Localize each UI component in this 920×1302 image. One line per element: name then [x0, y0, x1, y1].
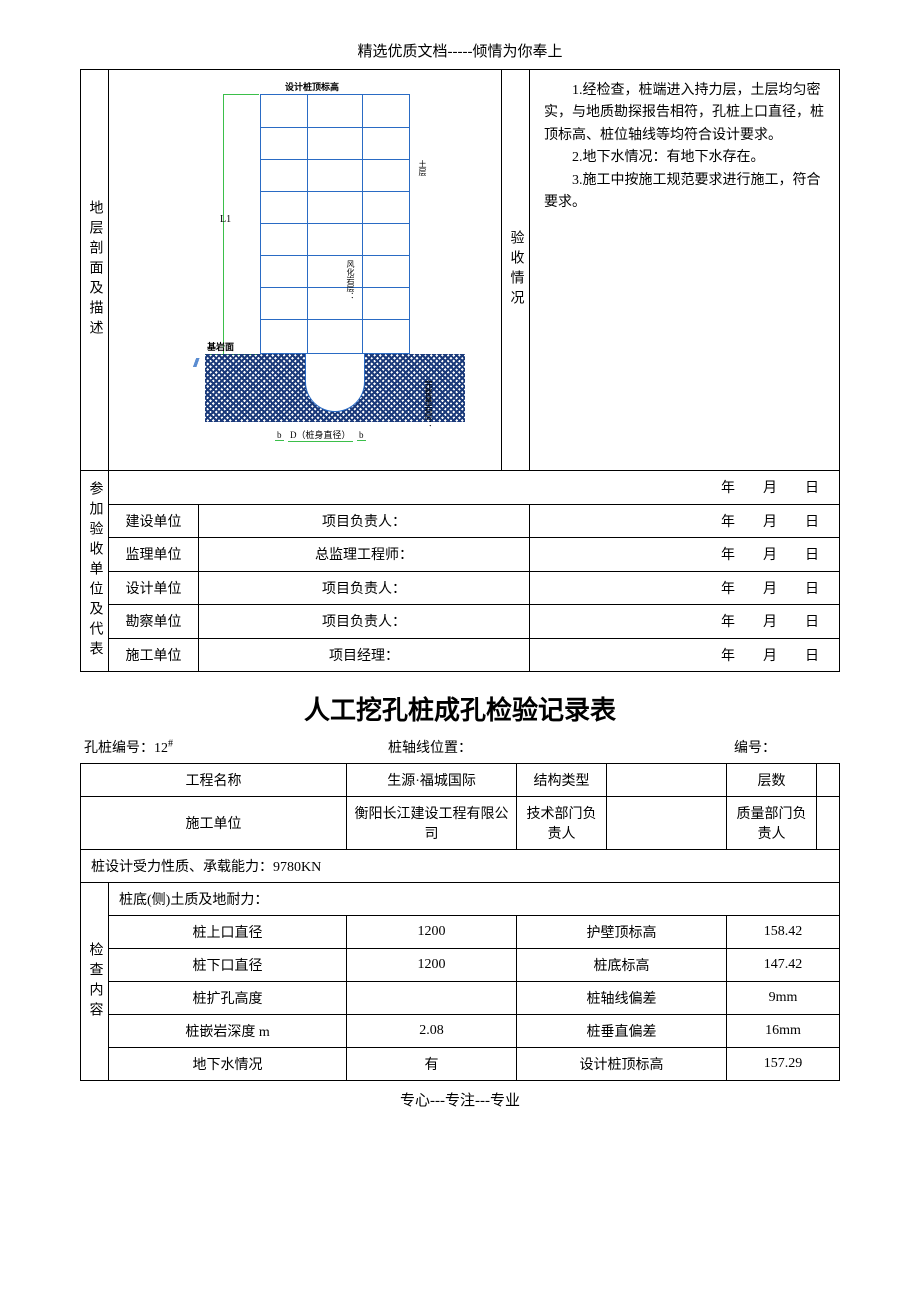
check-l2: 桩底标高 — [517, 949, 727, 982]
profile-inspection-table: 地层剖面及描述 设计桩顶标高 L1 — [80, 69, 840, 672]
check-l1: 桩嵌岩深度 m — [109, 1015, 347, 1048]
unit-date: 年 月 日 — [530, 538, 840, 572]
check-l2: 桩垂直偏差 — [517, 1015, 727, 1048]
unit-row: 监理单位 总监理工程师： 年 月 日 — [81, 538, 840, 572]
check-v2: 158.42 — [727, 916, 840, 949]
check-l2: 护壁顶标高 — [517, 916, 727, 949]
check-v1: 有 — [347, 1048, 517, 1081]
unit-date: 年 月 日 — [530, 638, 840, 672]
check-l1: 桩上口直径 — [109, 916, 347, 949]
tech-value — [607, 797, 727, 850]
contractor-label: 施工单位 — [81, 797, 347, 850]
dim-L: L1 — [223, 94, 237, 354]
diagram-top-label: 设计桩顶标高 — [285, 80, 339, 93]
check-v1: 2.08 — [347, 1015, 517, 1048]
pile-number: 孔桩编号：12# — [84, 737, 315, 757]
design-capacity: 桩设计受力性质、承载能力：9780KN — [81, 850, 840, 883]
qa-label: 质量部门负责人 — [727, 797, 817, 850]
contractor-value: 衡阳长江建设工程有限公司 — [347, 797, 517, 850]
unit-name: 勘察单位 — [109, 605, 199, 639]
pile-socket — [305, 354, 365, 412]
page-header: 精选优质文档-----倾情为你奉上 — [80, 40, 840, 61]
floors-label: 层数 — [727, 764, 817, 797]
check-l2: 设计桩顶标高 — [517, 1048, 727, 1081]
unit-date: 年 月 日 — [530, 571, 840, 605]
record-subline: 孔桩编号：12# 桩轴线位置： 编号： — [80, 737, 840, 757]
check-v1 — [347, 982, 517, 1015]
check-row: 桩上口直径 1200 护壁顶标高 158.42 — [81, 916, 840, 949]
check-l2: 桩轴线偏差 — [517, 982, 727, 1015]
qa-value — [817, 797, 840, 850]
ground-hatching: //// — [193, 356, 197, 372]
check-v2: 9mm — [727, 982, 840, 1015]
check-l1: 地下水情况 — [109, 1048, 347, 1081]
bottom-dimension: b D（桩身直径） b — [275, 428, 366, 442]
insp-line-2: 2.地下水情况：有地下水存在。 — [544, 147, 825, 169]
inspection-text: 1.经检查，桩端进入持力层，土层均匀密实，与地质勘探报告相符，孔桩上口直径，桩顶… — [530, 70, 840, 471]
record-code: 编号： — [545, 737, 836, 757]
check-row: 桩嵌岩深度 m 2.08 桩垂直偏差 16mm — [81, 1015, 840, 1048]
soil-bearing: 桩底(侧)土质及地耐力： — [109, 883, 840, 916]
bedrock-surface-label: 基岩面 — [207, 340, 234, 353]
unit-role: 项目负责人： — [199, 571, 530, 605]
check-v2: 157.29 — [727, 1048, 840, 1081]
weathered-rock-label: 风化岩层： — [345, 260, 356, 300]
diagram-cell: 设计桩顶标高 L1 土层 风化岩层： — [109, 70, 502, 471]
check-v2: 16mm — [727, 1015, 840, 1048]
unit-name: 建设单位 — [109, 504, 199, 538]
axis-position: 桩轴线位置： — [315, 737, 546, 757]
soil-label: 土层 — [417, 160, 428, 176]
check-l1: 桩下口直径 — [109, 949, 347, 982]
unit-date: 年 月 日 — [530, 605, 840, 639]
unit-role: 项目负责人： — [199, 605, 530, 639]
check-v2: 147.42 — [727, 949, 840, 982]
unit-role: 项目负责人： — [199, 504, 530, 538]
check-row: 桩下口直径 1200 桩底标高 147.42 — [81, 949, 840, 982]
unit-name: 设计单位 — [109, 571, 199, 605]
tech-label: 技术部门负责人 — [517, 797, 607, 850]
check-v1: 1200 — [347, 916, 517, 949]
profile-label: 地层剖面及描述 — [81, 70, 109, 471]
insp-line-3: 3.施工中按施工规范要求进行施工，符合要求。 — [544, 170, 825, 215]
floors-value — [817, 764, 840, 797]
unit-row: 建设单位 项目负责人： 年 月 日 — [81, 504, 840, 538]
struct-label: 结构类型 — [517, 764, 607, 797]
check-row: 地下水情况 有 设计桩顶标高 157.29 — [81, 1048, 840, 1081]
unit-name: 施工单位 — [109, 638, 199, 672]
unit-row: 施工单位 项目经理： 年 月 日 — [81, 638, 840, 672]
unit-name: 监理单位 — [109, 538, 199, 572]
check-group-label: 检查内容 — [81, 883, 109, 1081]
check-v1: 1200 — [347, 949, 517, 982]
page-footer: 专心---专注---专业 — [80, 1089, 840, 1110]
record-table: 工程名称 生源·福城国际 结构类型 层数 施工单位 衡阳长江建设工程有限公司 技… — [80, 763, 840, 1081]
project-label: 工程名称 — [81, 764, 347, 797]
struct-value — [607, 764, 727, 797]
check-row: 桩扩孔高度 桩轴线偏差 9mm — [81, 982, 840, 1015]
pile-shaft — [260, 94, 410, 354]
unit-row: 勘察单位 项目负责人： 年 月 日 — [81, 605, 840, 639]
check-l1: 桩扩孔高度 — [109, 982, 347, 1015]
unit-row: 设计单位 项目负责人： 年 月 日 — [81, 571, 840, 605]
intact-rock-label: 完整基岩层： — [423, 380, 434, 428]
unit-date: 年 月 日 — [530, 504, 840, 538]
unit-role: 总监理工程师： — [199, 538, 530, 572]
insp-line-1: 1.经检查，桩端进入持力层，土层均匀密实，与地质勘探报告相符，孔桩上口直径，桩顶… — [544, 80, 825, 147]
units-group-label: 参加验收单位及代表 — [81, 471, 109, 672]
project-value: 生源·福城国际 — [347, 764, 517, 797]
inspection-label: 验收情况 — [502, 70, 530, 471]
unit-role: 项目经理： — [199, 638, 530, 672]
insp-date: 年 月 日 — [109, 471, 840, 505]
record-title: 人工挖孔桩成孔检验记录表 — [80, 690, 840, 727]
pile-diagram: 设计桩顶标高 L1 土层 风化岩层： — [145, 80, 465, 460]
